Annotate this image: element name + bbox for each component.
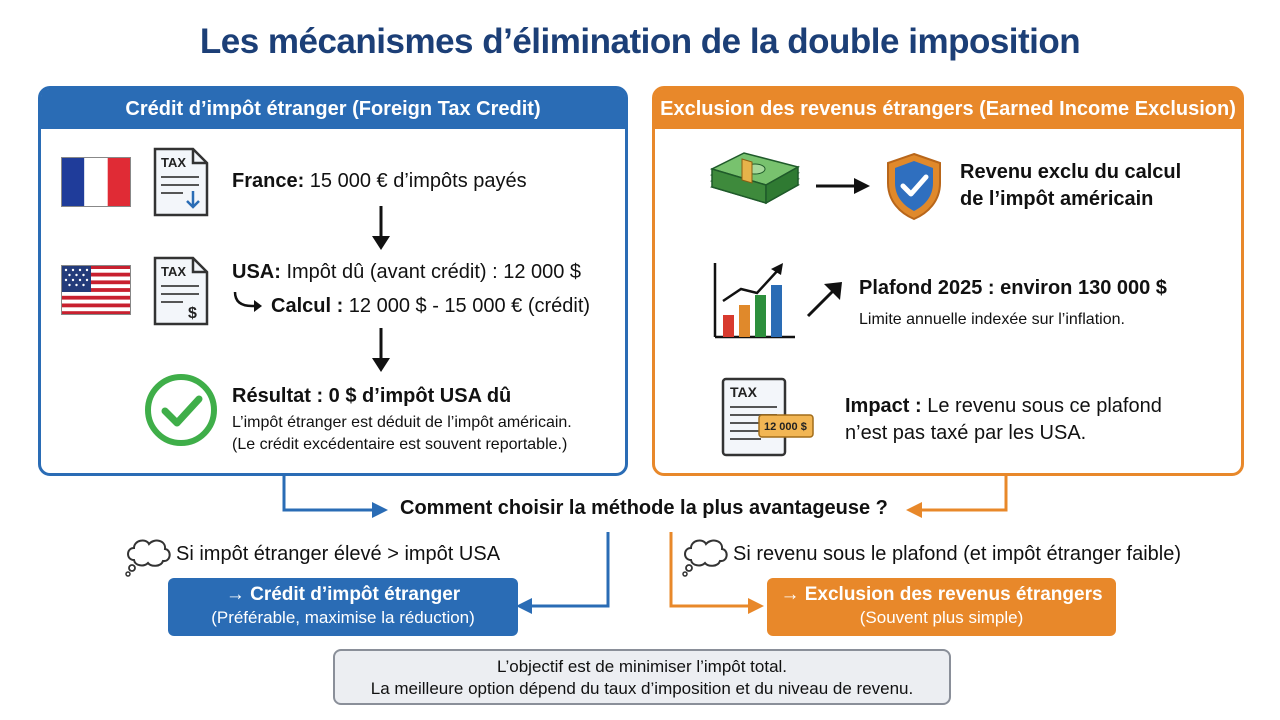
credit-choice-title: → Crédit d’impôt étranger (225, 584, 461, 605)
plafond-subtitle: Limite annuelle indexée sur l’inflation. (859, 311, 1125, 328)
impact-label: Impact : (845, 395, 922, 417)
income-exclusion-choice[interactable]: → Exclusion des revenus étrangers (Souve… (767, 578, 1116, 636)
tax-document-icon: TAX 12 000 $ (721, 377, 814, 457)
svg-text:$: $ (188, 305, 197, 322)
tax-document-icon: TAX $ (153, 256, 209, 326)
shield-check-icon (887, 152, 941, 221)
usa-label: USA: (232, 261, 281, 283)
usa-text: Impôt dû (avant crédit) : 12 000 $ (280, 261, 582, 283)
conclusion-line-2: La meilleure option dépend du taux d’imp… (370, 679, 914, 698)
foreign-tax-credit-header: Crédit d’impôt étranger (Foreign Tax Cre… (41, 89, 625, 129)
tax-document-icon: TAX (153, 147, 209, 217)
impact-line-1: Impact : Le revenu sous ce plafond (845, 395, 1162, 418)
result-line-1: L’impôt étranger est déduit de l’impôt a… (232, 414, 572, 431)
exclusion-choice-title: → Exclusion des revenus étrangers (780, 584, 1103, 605)
france-line: France: 15 000 € d’impôts payés (232, 170, 527, 193)
conclusion-line-1: L’objectif est de minimiser l’impôt tota… (496, 657, 788, 676)
money-stack-icon (709, 152, 800, 205)
france-text: 15 000 € d’impôts payés (304, 170, 527, 192)
calcul-text: 12 000 $ - 15 000 € (crédit) (343, 295, 591, 317)
result-line-2: (Le crédit excédentaire est souvent repo… (232, 436, 568, 453)
impact-text-1: Le revenu sous ce plafond (921, 395, 1162, 417)
foreign-tax-credit-choice[interactable]: → Crédit d’impôt étranger (Préférable, m… (168, 578, 518, 636)
question: Comment choisir la méthode la plus avant… (400, 497, 888, 519)
usa-line: USA: Impôt dû (avant crédit) : 12 000 $ (232, 261, 581, 284)
curved-arrow-icon (233, 291, 262, 312)
calcul-label: Calcul : (271, 295, 344, 317)
impact-line-2: n’est pas taxé par les USA. (845, 422, 1087, 444)
thought-bubble-icon (682, 539, 728, 577)
conclusion-box: L’objectif est de minimiser l’impôt tota… (333, 649, 951, 705)
excluded-line-1: Revenu exclu du calcul (960, 161, 1182, 183)
tax-doc-amount: 12 000 $ (764, 421, 807, 433)
down-arrow-icon (372, 206, 390, 250)
france-flag-icon (61, 157, 131, 207)
calcul-line: Calcul : 12 000 $ - 15 000 € (crédit) (271, 295, 590, 318)
result-title: Résultat : 0 $ d’impôt USA dû (232, 385, 512, 407)
excluded-line-2: de l’impôt américain (960, 188, 1154, 210)
bar-chart-icon (713, 263, 795, 339)
usa-flag-icon (61, 265, 131, 315)
france-label: France: (232, 170, 305, 192)
left-condition: Si impôt étranger élevé > impôt USA (176, 543, 501, 565)
up-right-arrow-icon (806, 282, 842, 318)
credit-choice-note: (Préférable, maximise la réduction) (211, 608, 475, 627)
right-condition: Si revenu sous le plafond (et impôt étra… (733, 543, 1182, 565)
exclusion-choice-note: (Souvent plus simple) (859, 608, 1024, 627)
earned-income-exclusion-header: Exclusion des revenus étrangers (Earned … (655, 89, 1241, 129)
tax-doc-label: TAX (161, 155, 186, 170)
foreign-tax-credit-panel: Crédit d’impôt étranger (Foreign Tax Cre… (38, 86, 628, 476)
right-arrow-icon (816, 178, 870, 194)
page-title: Les mécanismes d’élimination de la doubl… (199, 22, 1081, 61)
plafond-title: Plafond 2025 : environ 130 000 $ (859, 277, 1167, 299)
tax-doc-label: TAX (730, 384, 758, 400)
flow-connectors (282, 476, 1008, 614)
thought-bubble-icon (125, 539, 171, 577)
check-icon (145, 374, 217, 446)
tax-doc-label: TAX (161, 264, 186, 279)
down-arrow-icon (372, 328, 390, 372)
